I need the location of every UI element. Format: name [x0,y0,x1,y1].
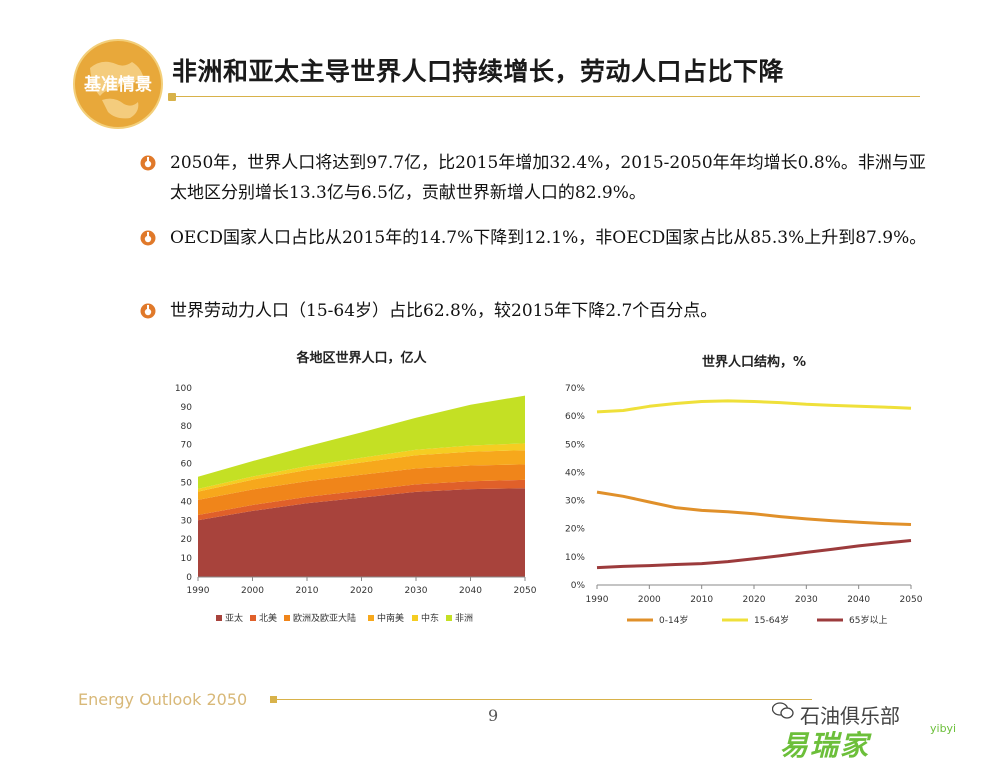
footer-line-marker [270,696,277,703]
y-tick-label: 70% [565,384,585,394]
x-tick-label: 2030 [795,595,818,605]
line-series-1 [596,490,912,526]
footer-brand: Energy Outlook 2050 [78,690,248,709]
area-series-2 [198,479,525,521]
bullet-text: 世界劳动力人口（15-64岁）占比62.8%，较2015年下降2.7个百分点。 [170,301,718,321]
x-tick-label: 2040 [847,595,870,605]
x-tick-label: 1990 [586,595,609,605]
legend-label: 北美 [259,612,277,624]
bullet-item-1: 2050年，世界人口将达到97.7亿，比2015年增加32.4%，2015-20… [140,148,930,212]
legend-label: 中南美 [377,612,404,624]
line-series-2 [596,399,912,414]
legend-swatch [250,615,256,621]
y-tick-label: 10 [181,554,193,564]
y-tick-label: 50% [565,440,585,450]
x-tick-label: 2050 [900,595,923,605]
y-tick-label: 30% [565,497,585,507]
x-tick-label: 2020 [350,586,373,596]
x-tick-label: 2010 [296,586,319,596]
watermark-club-text: 石油俱乐部 [800,704,900,728]
legend-swatch [284,615,290,621]
watermark-site-url: yibyi [930,722,957,735]
bullet-item-3: 世界劳动力人口（15-64岁）占比62.8%，较2015年下降2.7个百分点。 [140,296,930,328]
y-tick-label: 40 [181,497,193,507]
footer-line [272,699,812,700]
y-tick-label: 90 [181,403,193,413]
legend-label: 15-64岁 [754,614,789,626]
area-series-3 [198,464,525,515]
legend-label: 非洲 [455,612,473,624]
wechat-icon [772,702,794,719]
y-tick-label: 40% [565,468,585,478]
x-tick-label: 2000 [638,595,661,605]
chart-title: 世界人口结构，% [702,354,806,370]
x-tick-label: 1990 [187,586,210,596]
title-underline [172,96,920,97]
y-tick-label: 80 [181,422,193,432]
chart-title: 各地区世界人口，亿人 [295,350,427,366]
x-tick-label: 2020 [743,595,766,605]
area-series-1 [198,488,525,577]
line-series-3 [596,539,912,570]
x-tick-label: 2040 [459,586,482,596]
y-tick-label: 0 [186,573,192,583]
y-tick-label: 50 [181,479,193,489]
y-tick-label: 30 [181,516,193,526]
y-tick-label: 60% [565,412,585,422]
y-tick-label: 60 [181,460,193,470]
watermark-site-logo: 易瑞家 [780,729,871,762]
bullet-icon [140,230,156,246]
x-tick-label: 2000 [241,586,264,596]
legend-label: 欧洲及欧亚大陆 [293,612,356,624]
bullet-icon [140,303,156,319]
legend-swatch [412,615,418,621]
bullet-text: 2050年，世界人口将达到97.7亿，比2015年增加32.4%，2015-20… [170,153,926,203]
title-underline-marker [168,93,176,101]
x-tick-label: 2030 [405,586,428,596]
legend-label: 亚太 [225,612,243,624]
population-structure-chart: 世界人口结构，% 0% 10% 20% 30% 40% 50% 60% 70% 1990 2000 2… [565,354,923,626]
y-tick-label: 20% [565,525,585,535]
y-tick-label: 70 [181,441,193,451]
legend-swatch [446,615,452,621]
bullet-item-2: OECD国家人口占比从2015年的14.7%下降到12.1%，非OECD国家占比… [140,223,930,287]
page-number: 9 [488,706,499,725]
y-tick-label: 100 [175,384,192,394]
legend-label: 中东 [421,612,439,624]
y-tick-label: 10% [565,553,585,563]
legend-swatch [216,615,222,621]
legend-label: 0-14岁 [659,614,688,626]
legend-label: 65岁以上 [849,614,887,626]
badge-label: 基准情景 [83,74,152,95]
y-tick-label: 20 [181,535,193,545]
area-series-5 [198,443,525,492]
slide-title: 非洲和亚太主导世界人口持续增长，劳动人口占比下降 [172,57,785,86]
bullet-text: OECD国家人口占比从2015年的14.7%下降到12.1%，非OECD国家占比… [170,228,927,248]
area-series-6 [198,395,525,489]
area-series-4 [198,450,525,500]
x-tick-label: 2050 [514,586,537,596]
x-tick-label: 2010 [690,595,713,605]
bullet-icon [140,155,156,171]
scenario-badge-logo: 基准情景 [73,39,163,129]
y-tick-label: 0% [571,581,586,591]
legend-swatch [368,615,374,621]
